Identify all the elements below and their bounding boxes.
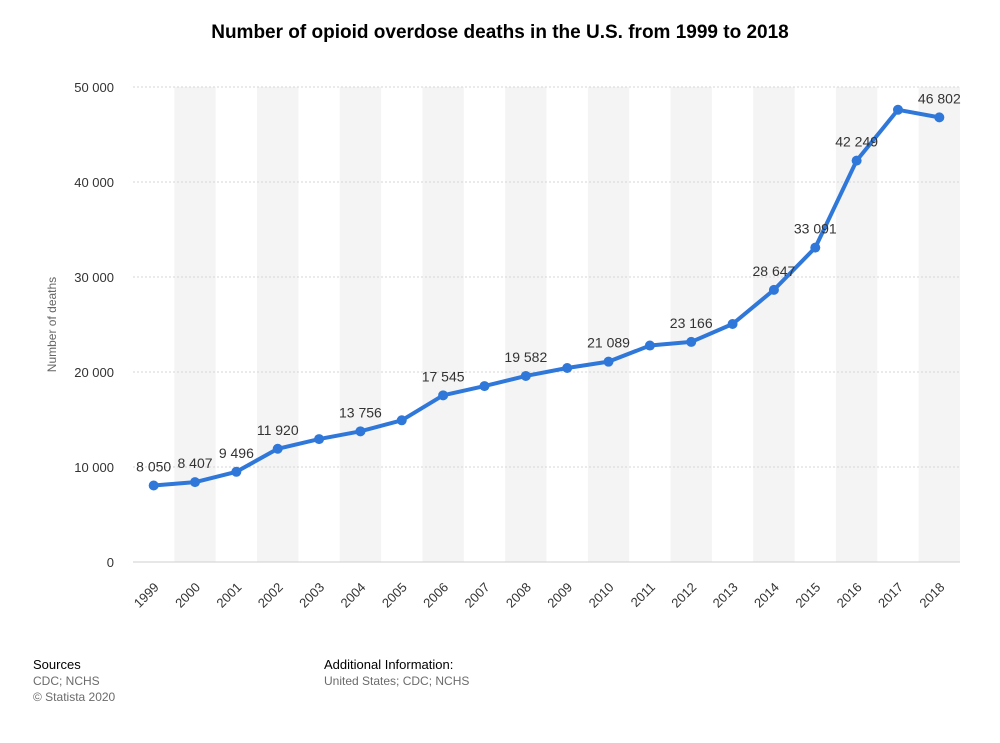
chart-title: Number of opioid overdose deaths in the … bbox=[211, 22, 789, 43]
data-point bbox=[934, 112, 945, 123]
y-tick-label: 50 000 bbox=[74, 80, 114, 95]
y-tick-label: 20 000 bbox=[74, 365, 114, 380]
x-tick-label: 2014 bbox=[751, 580, 782, 611]
data-point bbox=[396, 415, 407, 426]
data-label: 8 407 bbox=[178, 455, 213, 471]
x-tick-label: 2015 bbox=[792, 580, 823, 611]
x-tick-label: 2012 bbox=[668, 580, 699, 611]
x-tick-label: 2009 bbox=[544, 580, 575, 611]
background-band bbox=[587, 87, 630, 562]
data-point bbox=[231, 466, 242, 477]
data-point bbox=[562, 362, 573, 373]
data-point bbox=[314, 434, 325, 445]
data-label: 19 582 bbox=[504, 349, 547, 365]
data-label: 17 545 bbox=[422, 368, 465, 384]
series-line bbox=[151, 107, 942, 488]
data-point bbox=[810, 242, 821, 253]
background-band bbox=[753, 87, 795, 562]
sources-heading: Sources bbox=[33, 657, 81, 672]
x-tick-label: 2003 bbox=[296, 580, 327, 611]
data-point bbox=[892, 104, 903, 115]
data-label: 8 050 bbox=[136, 459, 171, 475]
data-label: 11 920 bbox=[257, 422, 299, 438]
additional-info-block: Additional Information: United States; C… bbox=[324, 657, 469, 689]
background-band bbox=[257, 87, 299, 562]
background-band bbox=[505, 87, 547, 562]
x-tick-label: 2005 bbox=[379, 580, 410, 611]
background-band bbox=[422, 87, 464, 562]
y-tick-label: 0 bbox=[107, 555, 114, 570]
x-tick-label: 2016 bbox=[834, 580, 865, 611]
x-tick-label: 2006 bbox=[420, 580, 451, 611]
x-tick-label: 2001 bbox=[213, 580, 244, 611]
data-point bbox=[190, 477, 201, 488]
data-point bbox=[603, 356, 614, 367]
background-band bbox=[339, 87, 382, 562]
copyright-line: © Statista 2020 bbox=[33, 690, 116, 704]
data-point bbox=[272, 443, 283, 454]
x-tick-label: 2017 bbox=[875, 580, 906, 611]
data-label: 9 496 bbox=[219, 445, 254, 461]
y-tick-label: 40 000 bbox=[74, 175, 114, 190]
y-axis-label: Number of deaths bbox=[45, 277, 59, 372]
x-tick-label: 2004 bbox=[337, 580, 368, 611]
data-label: 28 647 bbox=[753, 263, 796, 279]
data-label: 23 166 bbox=[670, 315, 713, 331]
data-point bbox=[355, 426, 366, 437]
data-point bbox=[768, 284, 779, 295]
x-tick-label: 2010 bbox=[586, 580, 617, 611]
sources-line: CDC; NCHS bbox=[33, 674, 100, 688]
data-point bbox=[686, 336, 697, 347]
background-band bbox=[835, 87, 878, 562]
data-label: 21 089 bbox=[587, 335, 630, 351]
background-band bbox=[174, 87, 216, 562]
y-tick-label: 10 000 bbox=[74, 460, 114, 475]
data-point bbox=[479, 381, 490, 392]
x-tick-label: 2018 bbox=[916, 580, 947, 611]
data-point bbox=[851, 155, 862, 166]
data-point bbox=[520, 370, 531, 381]
background-band bbox=[670, 87, 712, 562]
x-tick-label: 1999 bbox=[131, 580, 162, 611]
data-label: 42 249 bbox=[835, 134, 878, 150]
line-chart: 0 10 000 20 000 30 000 40 000 50 000 Number of… bbox=[45, 80, 961, 611]
x-tick-label: 2002 bbox=[255, 580, 286, 611]
data-label: 46 802 bbox=[918, 90, 961, 106]
data-point bbox=[438, 390, 449, 401]
data-point bbox=[727, 319, 738, 330]
x-tick-label: 2008 bbox=[503, 580, 534, 611]
data-label: 33 091 bbox=[794, 221, 837, 237]
sources-block: Sources CDC; NCHS © Statista 2020 bbox=[33, 657, 115, 705]
data-point bbox=[644, 340, 655, 351]
x-tick-label: 2007 bbox=[462, 580, 493, 611]
additional-info-line: United States; CDC; NCHS bbox=[324, 674, 470, 688]
additional-info-heading: Additional Information: bbox=[324, 657, 454, 672]
y-tick-label: 30 000 bbox=[74, 270, 114, 285]
x-tick-label: 2011 bbox=[628, 580, 658, 610]
data-point bbox=[148, 480, 159, 491]
x-tick-label: 2000 bbox=[172, 580, 203, 611]
background-band bbox=[918, 87, 960, 562]
x-tick-label: 2013 bbox=[710, 580, 741, 611]
data-label: 13 756 bbox=[339, 404, 382, 420]
